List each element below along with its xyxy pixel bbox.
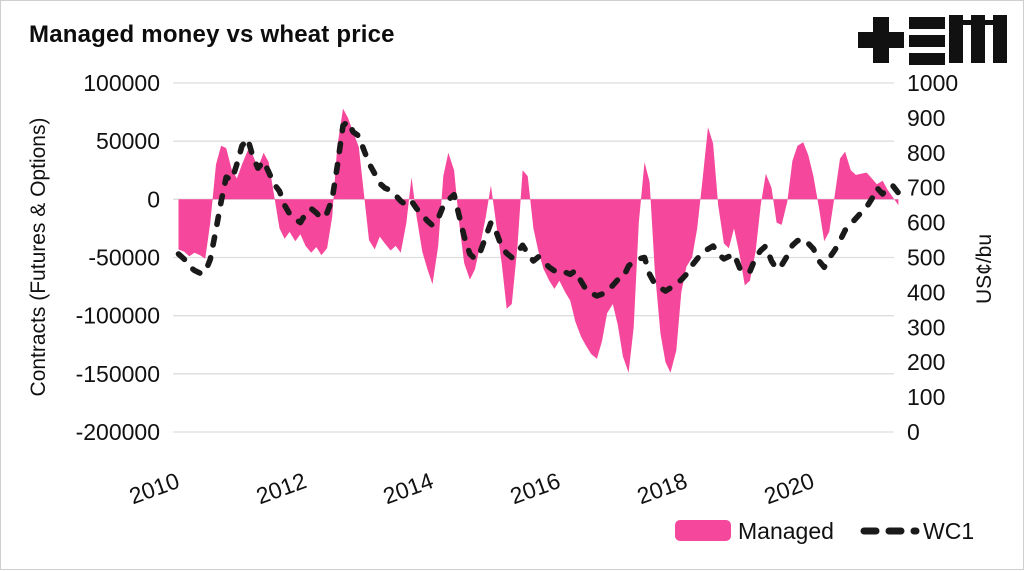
right-axis-tick-label: 0 [907, 419, 920, 445]
legend-label-wc1: WC1 [923, 518, 974, 544]
x-axis-tick-label: 2014 [380, 467, 437, 509]
right-axis-tick-label: 900 [907, 105, 945, 131]
x-axis-tick-label: 2012 [253, 467, 310, 509]
tem-logo [858, 15, 1007, 65]
wc1-line-series [175, 118, 902, 299]
right-axis-tick-label: 500 [907, 245, 945, 271]
left-axis-title: Contracts (Futures & Options) [27, 118, 50, 397]
legend-swatch-managed [675, 520, 731, 541]
page-title: Managed money vs wheat price [29, 21, 395, 48]
plus-icon [858, 17, 904, 63]
right-axis-tick-label: 400 [907, 279, 945, 305]
right-axis-tick-label: 800 [907, 140, 945, 166]
left-axis-tick-label: 50000 [96, 128, 160, 154]
x-axis-tick-label: 2010 [126, 467, 183, 509]
left-axis-tick-label: -150000 [76, 361, 160, 387]
x-axis-tick-label: 2020 [761, 467, 818, 509]
m-glyph-icon [949, 15, 1007, 63]
left-axis-tick-label: -200000 [76, 419, 160, 445]
left-axis-tick-label: 100000 [83, 70, 160, 96]
right-axis-tick-label: 600 [907, 210, 945, 236]
left-axis-tick-label: -100000 [76, 303, 160, 329]
right-axis-tick-label: 300 [907, 314, 945, 340]
right-axis-tick-label: 1000 [907, 70, 958, 96]
x-axis-tick-label: 2016 [507, 467, 564, 509]
legend: Managed WC1 [675, 518, 974, 544]
x-axis-tick-label: 2018 [634, 467, 691, 509]
plot-area: 100000 50000 0 -50000 -100000 -150000 -200000 1… [76, 70, 959, 509]
right-axis-title: US¢/bu [973, 234, 996, 304]
triple-bar-icon [909, 17, 945, 65]
right-axis-tick-label: 100 [907, 384, 945, 410]
left-axis-tick-label: 0 [147, 186, 160, 212]
left-axis-tick-label: -50000 [88, 245, 160, 271]
right-axis-tick-label: 200 [907, 349, 945, 375]
managed-area-series [178, 108, 899, 373]
right-axis-tick-label: 700 [907, 175, 945, 201]
legend-label-managed: Managed [738, 518, 834, 544]
